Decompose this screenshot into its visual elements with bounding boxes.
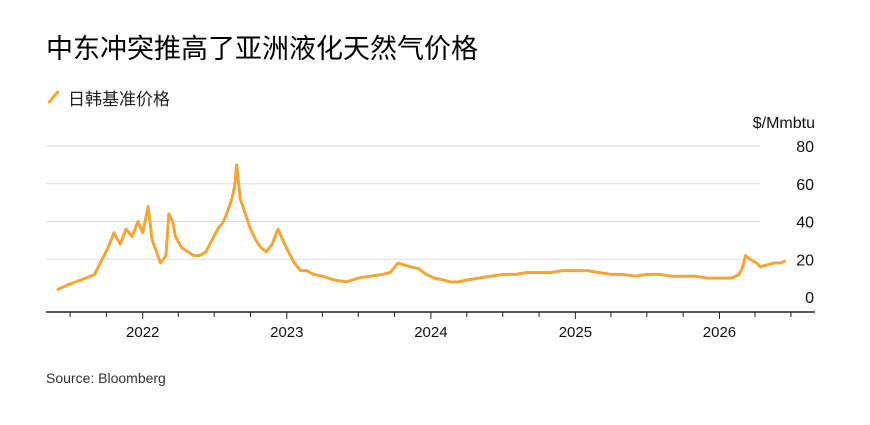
y-tick-label: 0: [805, 290, 814, 307]
y-axis-unit-label: $/Mmbtu: [752, 115, 815, 132]
series-line: [56, 163, 787, 291]
x-tick-label: 2022: [126, 324, 159, 341]
y-tick-label: 60: [796, 177, 814, 194]
chart-title: 中东冲突推高了亚洲液化天然气价格: [46, 34, 478, 65]
source-note: Source: Bloomberg: [46, 370, 166, 386]
y-tick-label: 20: [796, 252, 814, 269]
x-tick-label: 2026: [703, 324, 736, 341]
legend-label: 日韩基准价格: [68, 89, 170, 110]
x-tick-label: 2025: [559, 324, 592, 341]
legend: 日韩基准价格: [46, 85, 170, 110]
y-tick-label: 40: [796, 215, 814, 232]
x-tick-label: 2023: [270, 324, 303, 341]
x-tick-label: 2024: [414, 324, 447, 341]
y-tick-label: 80: [796, 139, 814, 156]
